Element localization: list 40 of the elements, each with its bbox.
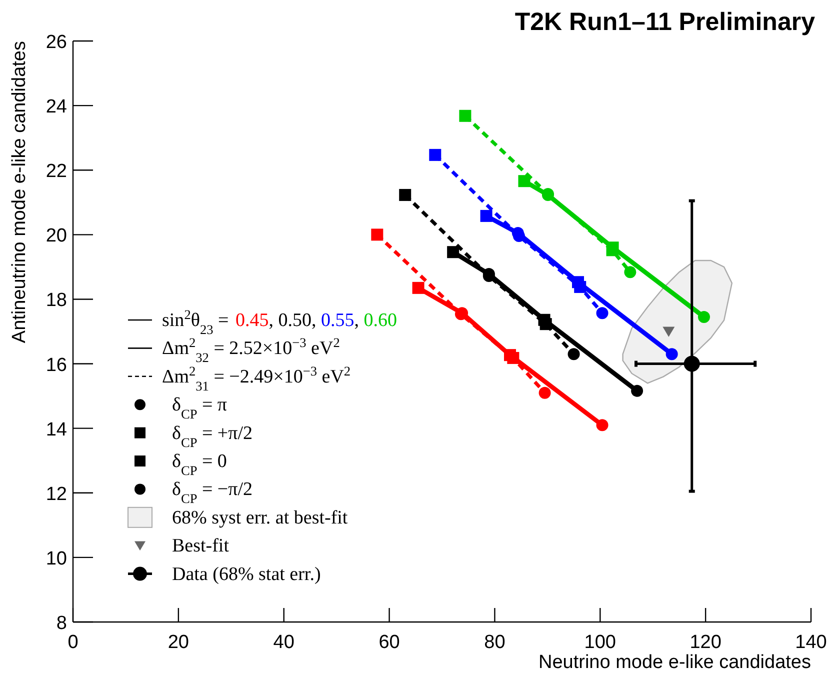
y-tick-label: 16: [46, 354, 67, 376]
x-tick-label: 100: [584, 632, 616, 653]
chart-title: T2K Run1–11 Preliminary: [514, 8, 816, 36]
y-tick-label: 18: [46, 290, 67, 312]
x-tick-label: 40: [273, 632, 294, 653]
annotation: 0.55: [320, 310, 354, 331]
legend-label: δ$_{CP}$ = −π/2: [172, 479, 253, 506]
annotation: sin$^{2}$θ$_{23}$ =: [162, 306, 234, 336]
annotation: ,: [311, 310, 321, 331]
y-tick-label: 20: [46, 226, 67, 247]
y-tick-label: 10: [46, 548, 67, 570]
x-tick-label: 20: [168, 632, 189, 653]
x-axis-title: Neutrino mode e-like candidates: [538, 652, 811, 673]
x-tick-label: 120: [690, 632, 722, 653]
annotation: ,: [354, 310, 364, 331]
x-tick-label: 60: [378, 632, 400, 653]
annotation: 0.50: [278, 310, 312, 331]
legend-label: δ$_{CP}$ = π: [172, 394, 228, 422]
annotation: Δm$^{2}$$_{31}$ = −2.49×10$^{−3}$ eV$^{2}$: [162, 362, 351, 393]
annotation: ,: [268, 310, 278, 331]
y-axis-title: Antineutrino mode e-like candidates: [9, 41, 30, 344]
point: [684, 356, 700, 372]
y-tick-label: 22: [46, 161, 67, 182]
y-tick-label: 26: [46, 32, 67, 53]
y-tick-label: 8: [56, 613, 67, 634]
annotation: 0.45: [235, 310, 269, 331]
x-tick-label: 80: [484, 632, 506, 653]
y-tick-label: 12: [46, 484, 67, 505]
point: [662, 326, 675, 337]
y-tick-label: 14: [46, 419, 68, 440]
y-tick-label: 24: [46, 96, 68, 118]
legend-label: δ$_{CP}$ = +π/2: [172, 422, 253, 450]
legend-label: 68% syst err. at best-fit: [172, 507, 348, 528]
legend-label: δ$_{CP}$ = 0: [172, 451, 227, 478]
legend-label: Data (68% stat err.): [172, 564, 321, 585]
annotation: Δm$^{2}$$_{32}$ = 2.52×10$^{−3}$ eV$^{2}$: [162, 334, 340, 365]
x-tick-label: 0: [68, 632, 78, 653]
x-tick-label: 140: [795, 632, 827, 653]
legend-label: Best-fit: [172, 536, 230, 557]
annotation: 0.60: [364, 310, 397, 331]
